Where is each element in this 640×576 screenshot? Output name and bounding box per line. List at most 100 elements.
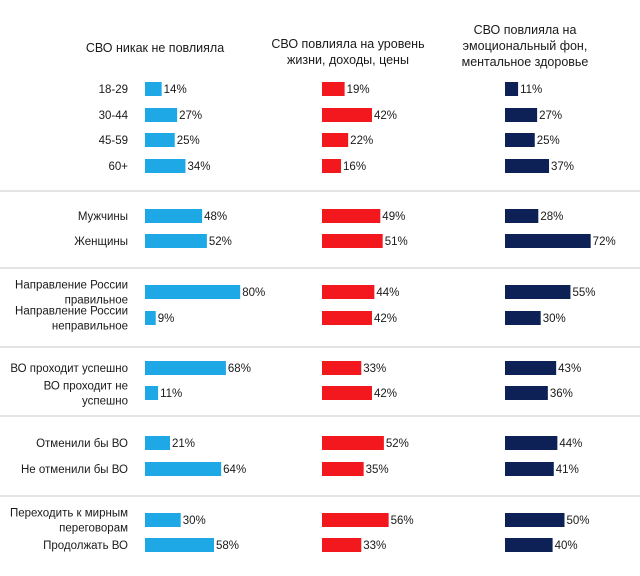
bar-series-1-row-5 bbox=[145, 209, 203, 223]
value-label-series-2-row-3: 22% bbox=[350, 135, 373, 147]
bar-series-3-row-1 bbox=[505, 82, 519, 96]
bar-series-2-row-13 bbox=[322, 513, 389, 527]
bar-series-3-row-12 bbox=[505, 462, 554, 476]
value-label-series-2-row-11: 52% bbox=[386, 438, 409, 450]
column-header-2-line-1: СВО повлияла на уровень bbox=[271, 37, 424, 51]
bar-series-2-row-6 bbox=[322, 234, 383, 248]
value-label-series-2-row-5: 49% bbox=[382, 211, 405, 223]
value-label-series-3-row-14: 40% bbox=[555, 540, 578, 552]
bar-series-2-row-11 bbox=[322, 436, 384, 450]
value-label-series-3-row-13: 50% bbox=[567, 515, 590, 527]
bar-series-2-row-12 bbox=[322, 462, 364, 476]
bar-series-1-row-4 bbox=[145, 159, 186, 173]
value-label-series-3-row-5: 28% bbox=[540, 211, 563, 223]
bar-series-1-row-10 bbox=[145, 386, 159, 400]
bar-series-1-row-6 bbox=[145, 234, 207, 248]
bar-series-3-row-14 bbox=[505, 538, 553, 552]
value-label-series-3-row-11: 44% bbox=[559, 438, 582, 450]
bar-series-2-row-10 bbox=[322, 386, 372, 400]
row-label-2-2: Женщины bbox=[74, 236, 128, 248]
row-label-3-1-line-2: правильное bbox=[65, 295, 128, 307]
row-label-6-2: Продолжать ВО bbox=[43, 540, 128, 552]
value-label-series-1-row-3: 25% bbox=[177, 135, 200, 147]
value-label-series-2-row-14: 33% bbox=[363, 540, 386, 552]
row-label-6-1-line-2: переговорам bbox=[59, 523, 128, 535]
value-label-series-3-row-8: 30% bbox=[543, 313, 566, 325]
bar-series-3-row-8 bbox=[505, 311, 541, 325]
value-label-series-3-row-1: 11% bbox=[520, 84, 542, 96]
bar-series-3-row-4 bbox=[505, 159, 550, 173]
value-label-series-2-row-2: 42% bbox=[374, 110, 397, 122]
bar-series-3-row-10 bbox=[505, 386, 548, 400]
column-header-1-line-1: СВО никак не повлияла bbox=[86, 41, 224, 55]
bar-series-1-row-8 bbox=[145, 311, 156, 325]
bar-series-2-row-14 bbox=[322, 538, 362, 552]
bar-series-3-row-13 bbox=[505, 513, 565, 527]
column-header-3-line-1: СВО повлияла на bbox=[474, 23, 577, 37]
value-label-series-2-row-12: 35% bbox=[366, 464, 389, 476]
value-label-series-3-row-12: 41% bbox=[556, 464, 579, 476]
value-label-series-1-row-14: 58% bbox=[216, 540, 239, 552]
column-header-2-line-2: жизни, доходы, цены bbox=[287, 53, 409, 67]
bar-series-2-row-8 bbox=[322, 311, 372, 325]
bar-series-1-row-3 bbox=[145, 133, 175, 147]
value-label-series-2-row-10: 42% bbox=[374, 388, 397, 400]
bar-series-1-row-9 bbox=[145, 361, 226, 375]
value-label-series-3-row-7: 55% bbox=[572, 287, 595, 299]
bar-series-3-row-11 bbox=[505, 436, 558, 450]
row-label-3-2-line-1: Направление России bbox=[15, 306, 128, 318]
value-label-series-2-row-8: 42% bbox=[374, 313, 397, 325]
value-label-series-2-row-4: 16% bbox=[343, 161, 366, 173]
row-label-2-1: Мужчины bbox=[78, 211, 128, 223]
value-label-series-3-row-6: 72% bbox=[593, 236, 616, 248]
bar-series-1-row-11 bbox=[145, 436, 170, 450]
value-label-series-1-row-7: 80% bbox=[242, 287, 265, 299]
value-label-series-3-row-4: 37% bbox=[551, 161, 574, 173]
value-label-series-1-row-8: 9% bbox=[158, 313, 175, 325]
bar-series-2-row-9 bbox=[322, 361, 362, 375]
bar-series-3-row-5 bbox=[505, 209, 539, 223]
bar-series-1-row-2 bbox=[145, 108, 178, 122]
row-label-4-2-line-1: ВО проходит не bbox=[44, 381, 128, 393]
bar-series-3-row-9 bbox=[505, 361, 557, 375]
row-label-1-1: 18-29 bbox=[99, 84, 128, 96]
row-label-3-2-line-2: неправильное bbox=[52, 321, 128, 333]
bar-series-3-row-3 bbox=[505, 133, 535, 147]
bar-series-1-row-7 bbox=[145, 285, 241, 299]
value-label-series-3-row-2: 27% bbox=[539, 110, 562, 122]
bar-series-2-row-1 bbox=[322, 82, 345, 96]
row-label-6-1-line-1: Переходить к мирным bbox=[10, 508, 128, 520]
row-label-1-2: 30-44 bbox=[99, 110, 129, 122]
row-label-5-1: Отменили бы ВО bbox=[36, 438, 128, 450]
bar-series-1-row-14 bbox=[145, 538, 215, 552]
bar-series-3-row-7 bbox=[505, 285, 571, 299]
value-label-series-1-row-11: 21% bbox=[172, 438, 195, 450]
row-label-4-1: ВО проходит успешно bbox=[10, 363, 128, 375]
value-label-series-1-row-1: 14% bbox=[164, 84, 187, 96]
value-label-series-2-row-9: 33% bbox=[363, 363, 386, 375]
value-label-series-1-row-10: 11% bbox=[160, 388, 182, 400]
row-label-1-3: 45-59 bbox=[99, 135, 128, 147]
row-label-5-2: Не отменили бы ВО bbox=[21, 464, 128, 476]
value-label-series-2-row-1: 19% bbox=[347, 84, 370, 96]
bar-series-2-row-7 bbox=[322, 285, 375, 299]
value-label-series-1-row-4: 34% bbox=[187, 161, 210, 173]
value-label-series-2-row-13: 56% bbox=[391, 515, 414, 527]
column-header-3-line-2: эмоциональный фон, bbox=[463, 39, 588, 53]
bar-series-2-row-4 bbox=[322, 159, 342, 173]
value-label-series-3-row-9: 43% bbox=[558, 363, 581, 375]
value-label-series-1-row-13: 30% bbox=[183, 515, 206, 527]
bar-series-1-row-1 bbox=[145, 82, 162, 96]
value-label-series-1-row-9: 68% bbox=[228, 363, 251, 375]
value-label-series-1-row-12: 64% bbox=[223, 464, 246, 476]
row-label-4-2-line-2: успешно bbox=[82, 396, 128, 408]
value-label-series-3-row-3: 25% bbox=[537, 135, 560, 147]
bar-series-3-row-6 bbox=[505, 234, 591, 248]
bar-series-2-row-3 bbox=[322, 133, 349, 147]
value-label-series-1-row-2: 27% bbox=[179, 110, 202, 122]
bar-series-3-row-2 bbox=[505, 108, 538, 122]
row-label-3-1-line-1: Направление России bbox=[15, 280, 128, 292]
row-label-1-4: 60+ bbox=[108, 161, 128, 173]
bar-series-1-row-12 bbox=[145, 462, 222, 476]
